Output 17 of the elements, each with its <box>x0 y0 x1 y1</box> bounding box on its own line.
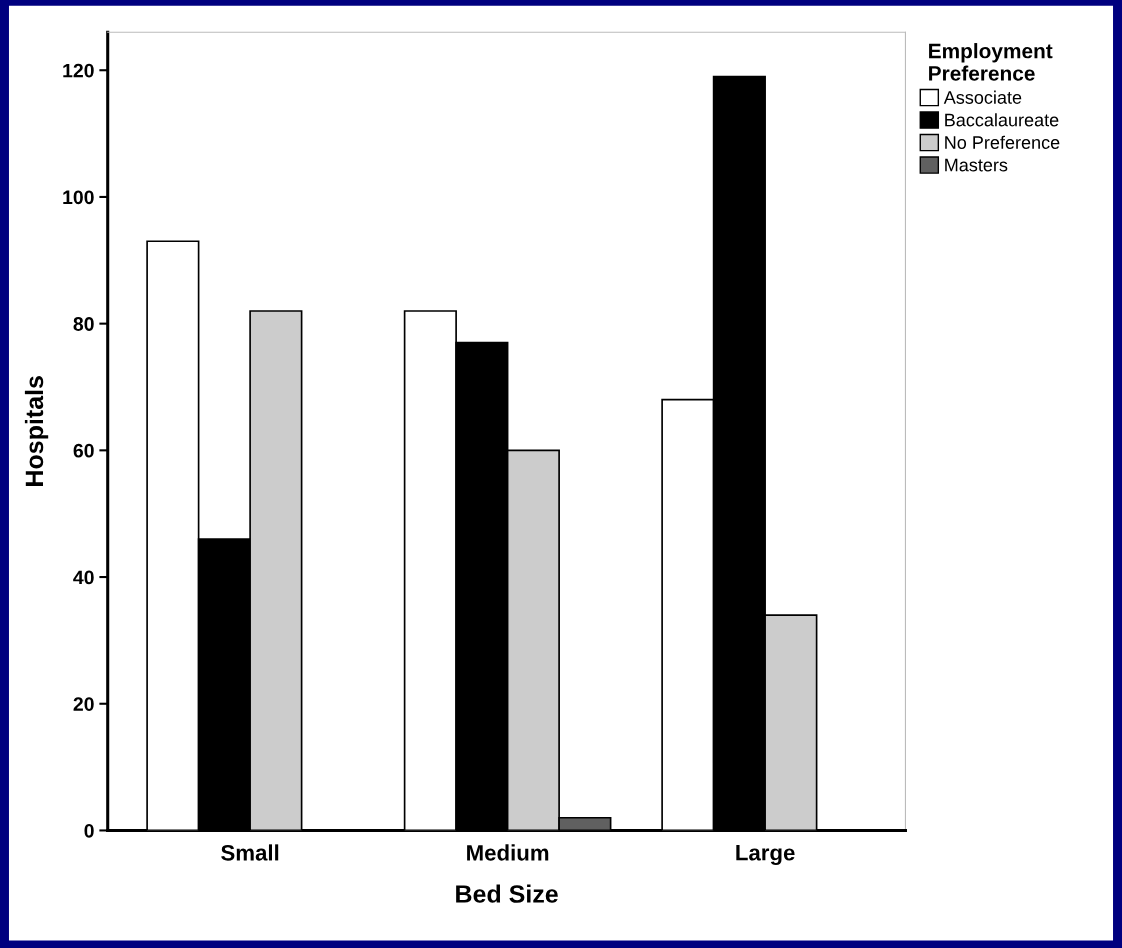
legend-label: Associate <box>943 90 1022 104</box>
y-tick-label: 20 <box>73 697 94 711</box>
legend-title: Employment Preference <box>929 43 1053 81</box>
x-tick-label: Medium <box>467 844 549 861</box>
y-tick-label: 0 <box>84 823 94 838</box>
y-axis-title: Hospitals <box>24 376 49 486</box>
y-tick-label: 80 <box>73 317 94 331</box>
x-tick-label: Small <box>221 844 279 861</box>
legend-label: Masters <box>945 158 1008 172</box>
legend-label: No Preference <box>945 135 1060 149</box>
y-tick-label: 100 <box>63 190 94 205</box>
y-tick-label: 120 <box>63 63 94 78</box>
y-tick-label: 40 <box>73 570 94 585</box>
y-tick-label: 60 <box>73 443 94 458</box>
x-tick-label: Large <box>736 845 795 866</box>
legend-label: Baccalaureate <box>945 113 1059 127</box>
x-axis-title: Bed Size <box>456 884 558 903</box>
